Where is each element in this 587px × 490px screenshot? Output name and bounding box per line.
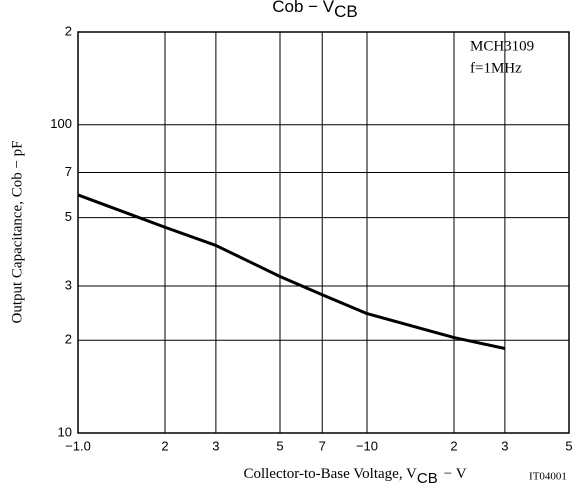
x-tick-label: 3 [501, 438, 508, 453]
annotation: MCH3109 [470, 38, 534, 54]
x-tick-label: 5 [565, 438, 572, 453]
y-tick-label: 2 [65, 23, 72, 38]
annotation: f=1MHz [470, 60, 522, 76]
x-tick-label: 2 [450, 438, 457, 453]
x-tick-label: 7 [319, 438, 326, 453]
x-tick-label: 2 [161, 438, 168, 453]
annotation: IT04001 [529, 471, 567, 483]
y-tick-label: 3 [65, 277, 72, 292]
x-tick-label: 5 [276, 438, 283, 453]
curve [77, 193, 506, 350]
y-tick-label: 10 [58, 424, 72, 439]
x-tick-label: −10 [356, 438, 378, 453]
chart-title: Cob − VCB [272, 0, 358, 21]
y-tick-label: 100 [50, 116, 72, 131]
plot-frame [77, 31, 570, 434]
y-axis-label: Output Capacitance, Cob − pF [9, 140, 25, 323]
x-tick-label: 3 [212, 438, 219, 453]
y-tick-label: 2 [65, 332, 72, 347]
x-tick-label: −1.0 [65, 438, 91, 453]
y-tick-label: 7 [65, 164, 72, 179]
y-tick-label: 5 [65, 209, 72, 224]
x-axis-label: Collector-to-Base Voltage, VCB − V [243, 466, 466, 487]
